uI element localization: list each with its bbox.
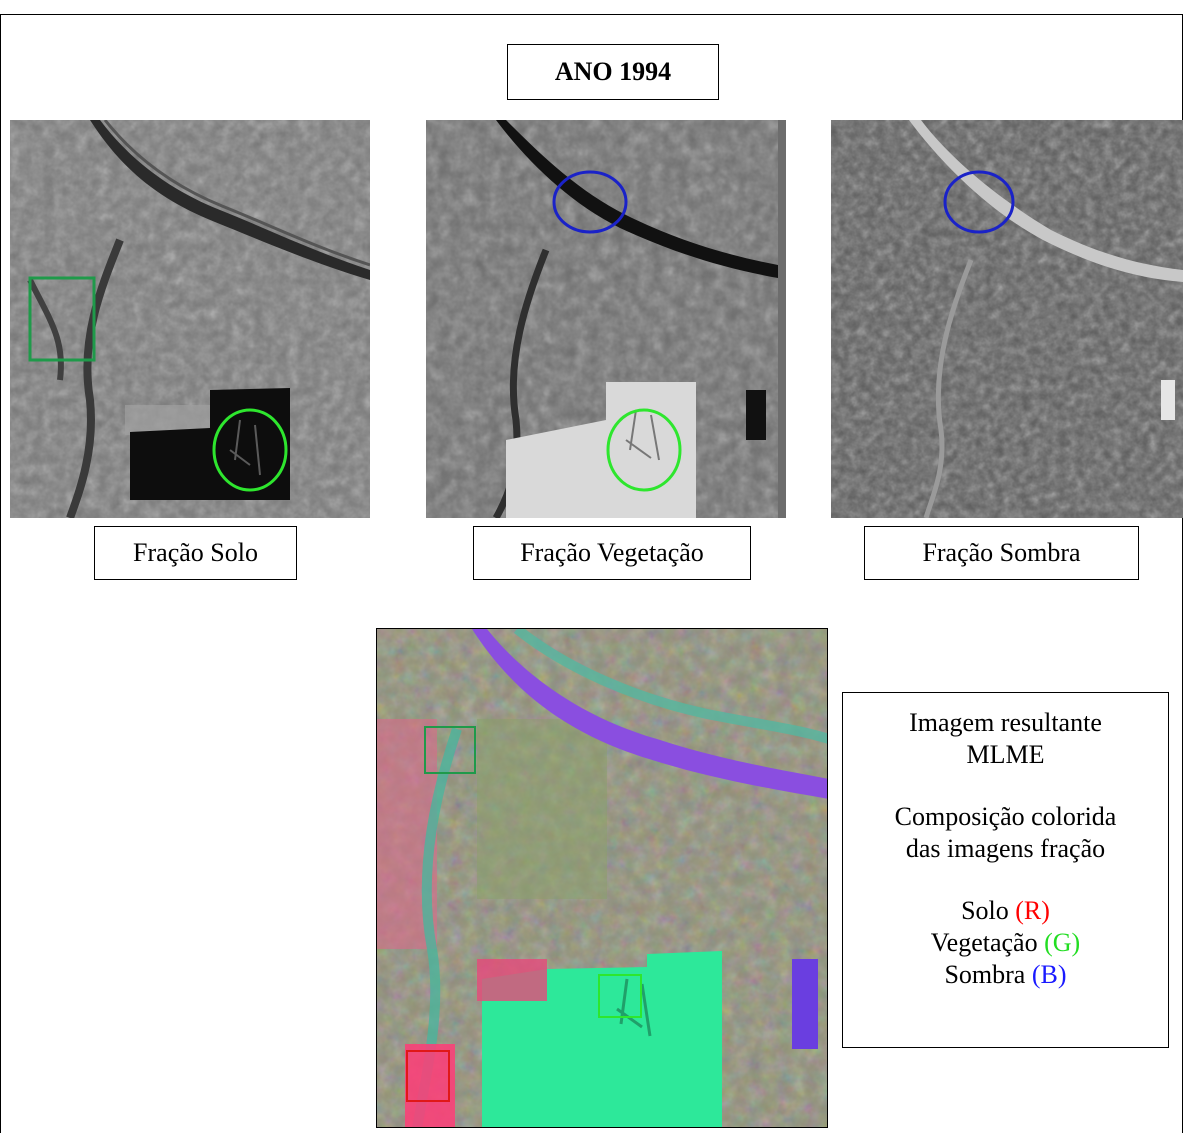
- green-ellipse-marker: [606, 408, 682, 492]
- red-rectangle-marker: [406, 1050, 450, 1102]
- shadow-fraction-label: Fração Sombra: [864, 526, 1139, 580]
- soil-fraction-image: [10, 120, 370, 518]
- legend-line-1: Imagem resultante: [909, 708, 1102, 737]
- legend-line-4: das imagens fração: [905, 834, 1106, 863]
- legend-solo: Solo (R): [961, 896, 1050, 925]
- legend-solo-code: (R): [1015, 896, 1050, 925]
- vegetation-fraction-label: Fração Vegetação: [473, 526, 751, 580]
- green-square-marker: [598, 974, 642, 1018]
- legend-vegetacao-code: (G): [1044, 928, 1081, 957]
- vegetation-fraction-image: [426, 120, 786, 518]
- legend-box: Imagem resultante MLME Composição colori…: [842, 692, 1169, 1048]
- mlme-composite-image: [376, 628, 828, 1128]
- shadow-fraction-image: [831, 120, 1183, 518]
- legend-sombra-code: (B): [1031, 960, 1067, 989]
- green-ellipse-marker: [212, 408, 288, 492]
- blue-ellipse-marker: [552, 170, 628, 234]
- legend-line-2: MLME: [966, 740, 1045, 769]
- legend-sombra: Sombra (B): [944, 960, 1067, 989]
- figure-title: ANO 1994: [507, 44, 719, 100]
- figure-frame: [0, 14, 1183, 1133]
- green-rectangle-marker: [424, 726, 476, 774]
- legend-line-3: Composição colorida: [894, 802, 1117, 831]
- green-rectangle-marker: [28, 276, 96, 362]
- legend-vegetacao: Vegetação (G): [930, 928, 1081, 957]
- soil-fraction-label: Fração Solo: [94, 526, 297, 580]
- blue-ellipse-marker: [943, 170, 1015, 234]
